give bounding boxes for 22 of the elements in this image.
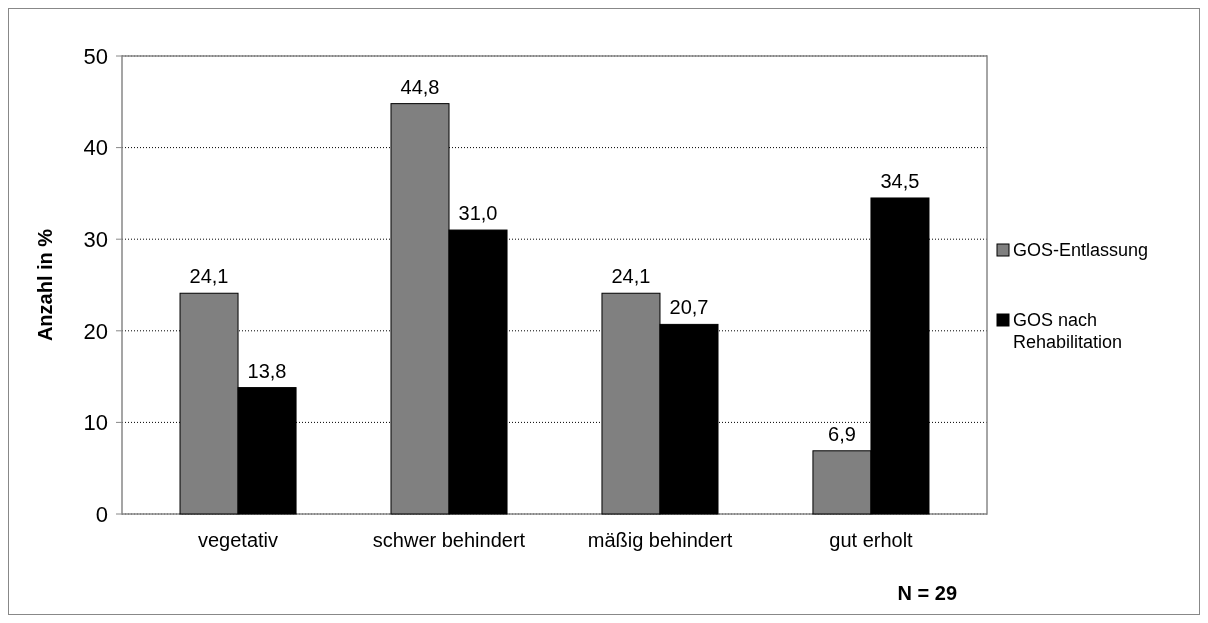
x-tick-label: schwer behindert (372, 529, 526, 551)
x-tick-label: vegetativ (198, 529, 279, 551)
y-tick-label: 50 (83, 43, 108, 69)
text: N = 29 (897, 582, 957, 604)
x-tick-label: mäßig behindert (587, 529, 733, 551)
x-tick-label: gut erholt (829, 529, 914, 551)
y-axis-title: Anzahl in % (34, 228, 56, 342)
y-tick-label: 30 (83, 226, 108, 252)
legend-label: GOS-Entlassung (1013, 240, 1149, 261)
legend-label: GOS nach Rehabilitation (1013, 310, 1123, 352)
data-label: 44,8 (400, 75, 440, 98)
y-tick-label: 10 (83, 410, 108, 436)
data-label: 24,1 (189, 265, 229, 288)
y-tick-label: 20 (83, 318, 108, 344)
data-label: 34,5 (880, 169, 920, 192)
y-tick-label: 40 (83, 135, 108, 161)
data-label: 6,9 (828, 422, 856, 445)
data-label: 13,8 (247, 359, 287, 382)
data-label: 20,7 (669, 296, 709, 319)
y-tick-label: 0 (95, 501, 108, 527)
data-label: 31,0 (458, 202, 498, 225)
data-label: 24,1 (611, 265, 651, 288)
